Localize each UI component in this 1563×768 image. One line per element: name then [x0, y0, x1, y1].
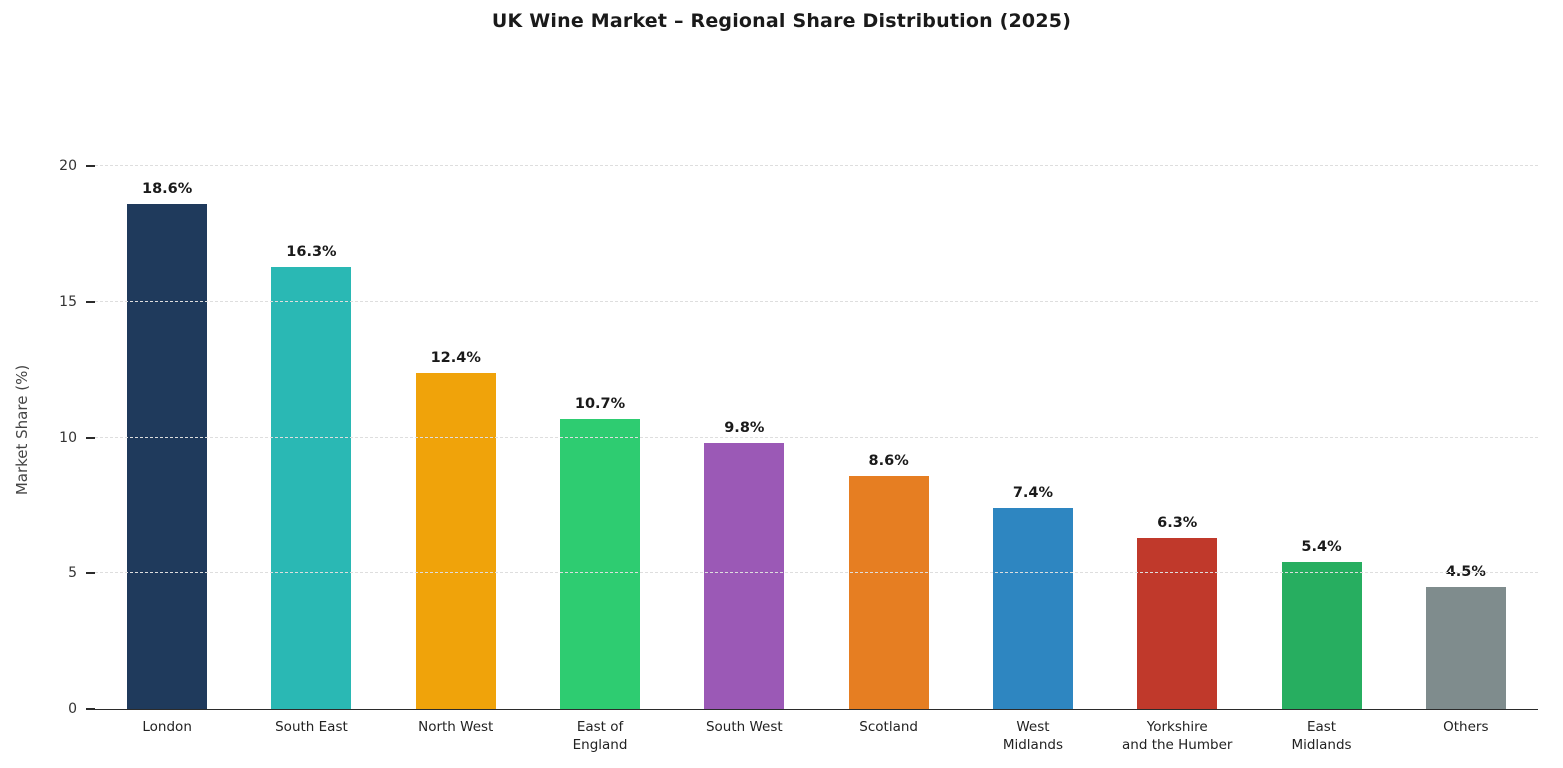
y-tick-mark	[86, 300, 95, 303]
x-tick-label: Yorkshire and the Humber	[1122, 719, 1233, 753]
bar-value-label: 12.4%	[430, 349, 481, 366]
bar-south-west	[704, 443, 785, 709]
y-tick-label: 5	[68, 565, 77, 582]
y-tick-label: 10	[59, 429, 77, 446]
x-tick-label: Scotland	[859, 719, 918, 735]
y-tick-mark	[86, 572, 95, 575]
bar-value-label: 8.6%	[868, 452, 909, 469]
bar-slot: 10.7%	[528, 150, 672, 709]
bar-scotland	[848, 475, 929, 709]
bars-container: 18.6% 16.3% 12.4% 10.7% 9.8% 8.6% 7.4% 6.3% 5.4%…	[95, 150, 1538, 709]
bar-london	[127, 204, 208, 709]
x-tick-label: East Midlands	[1291, 719, 1352, 753]
x-tick-label: East of England	[572, 719, 628, 753]
y-tick-mark	[86, 165, 95, 168]
bar-north-west	[415, 372, 496, 709]
y-tick-label: 20	[59, 158, 77, 175]
x-tick-label: South East	[275, 719, 348, 735]
bar-yorkshire-and-the-humber	[1137, 538, 1218, 709]
bar-slot: 4.5%	[1394, 150, 1538, 709]
chart-title: UK Wine Market – Regional Share Distribu…	[491, 10, 1072, 32]
x-tick-label: London	[142, 719, 192, 735]
bar-slot: 9.8%	[672, 150, 816, 709]
bar-value-label: 10.7%	[574, 395, 626, 412]
bar-slot: 8.6%	[816, 150, 960, 709]
bar-slot: 5.4%	[1249, 150, 1393, 709]
bar-value-label: 18.6%	[141, 181, 193, 198]
bar-value-label: 9.8%	[724, 420, 765, 437]
bar-others	[1425, 586, 1506, 709]
x-tick-label: West Midlands	[1002, 719, 1063, 753]
x-tick-label: Others	[1443, 719, 1489, 735]
x-tick-label: South West	[705, 719, 783, 735]
bar-value-label: 5.4%	[1301, 539, 1342, 556]
bar-value-label: 6.3%	[1157, 515, 1198, 532]
bar-value-label: 7.4%	[1012, 485, 1054, 502]
plot-area: 18.6% 16.3% 12.4% 10.7% 9.8% 8.6% 7.4% 6.3% 5.4%…	[59, 150, 1538, 753]
x-tick-label: North West	[418, 719, 494, 735]
bar-slot: 6.3%	[1105, 150, 1249, 709]
bar-east-of-england	[560, 418, 641, 709]
bar-value-label: 16.3%	[286, 243, 337, 260]
y-tick-label: 0	[68, 701, 77, 717]
bar-slot: 7.4%	[961, 150, 1105, 709]
bar-east-midlands	[1281, 562, 1362, 709]
bar-value-label: 4.5%	[1445, 563, 1486, 580]
bar-south-east	[271, 266, 352, 709]
bar-slot: 16.3%	[239, 150, 383, 709]
y-tick-label: 15	[59, 293, 77, 310]
y-tick-mark	[86, 708, 95, 710]
bar-slot: 12.4%	[384, 150, 528, 709]
bar-west-midlands	[992, 508, 1073, 709]
bar-slot: 18.6%	[95, 150, 239, 709]
x-axis-labels: London South East North West East of Englan…	[95, 709, 1538, 754]
y-tick-mark	[86, 436, 95, 439]
